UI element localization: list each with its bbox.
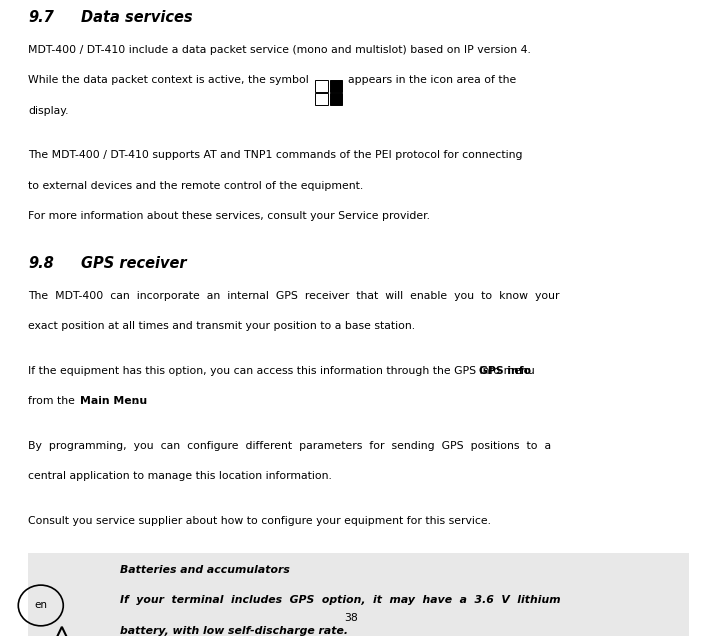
FancyBboxPatch shape <box>28 553 689 636</box>
Text: Batteries and accumulators: Batteries and accumulators <box>120 565 290 574</box>
Text: MDT-400 / DT-410 include a data packet service (mono and multislot) based on IP : MDT-400 / DT-410 include a data packet s… <box>28 45 531 55</box>
Text: GPS info: GPS info <box>479 366 531 376</box>
Text: 9.7: 9.7 <box>28 10 54 25</box>
Text: The  MDT-400  can  incorporate  an  internal  GPS  receiver  that  will  enable : The MDT-400 can incorporate an internal … <box>28 291 560 301</box>
Text: The MDT-400 / DT-410 supports AT and TNP1 commands of the PEI protocol for conne: The MDT-400 / DT-410 supports AT and TNP… <box>28 150 522 160</box>
Text: If  your  terminal  includes  GPS  option,  it  may  have  a  3.6  V  lithium: If your terminal includes GPS option, it… <box>120 595 560 605</box>
Text: 9.8: 9.8 <box>28 256 54 271</box>
Text: en: en <box>34 600 47 611</box>
Text: Data services: Data services <box>81 10 193 25</box>
Text: By  programming,  you  can  configure  different  parameters  for  sending  GPS : By programming, you can configure differ… <box>28 441 551 451</box>
Text: central application to manage this location information.: central application to manage this locat… <box>28 471 332 481</box>
Text: Consult you service supplier about how to configure your equipment for this serv: Consult you service supplier about how t… <box>28 516 491 526</box>
Text: to external devices and the remote control of the equipment.: to external devices and the remote contr… <box>28 181 363 191</box>
Text: exact position at all times and transmit your position to a base station.: exact position at all times and transmit… <box>28 321 415 331</box>
Text: While the data packet context is active, the symbol: While the data packet context is active,… <box>28 75 309 85</box>
Text: If the equipment has this option, you can access this information through the GP: If the equipment has this option, you ca… <box>28 366 535 376</box>
FancyBboxPatch shape <box>330 93 342 105</box>
Text: appears in the icon area of the: appears in the icon area of the <box>348 75 516 85</box>
Text: .: . <box>134 396 138 406</box>
FancyBboxPatch shape <box>330 80 342 92</box>
Text: Main Menu: Main Menu <box>80 396 147 406</box>
Text: display.: display. <box>28 106 69 116</box>
Text: 38: 38 <box>344 613 359 623</box>
Text: For more information about these services, consult your Service provider.: For more information about these service… <box>28 211 430 221</box>
Text: battery, with low self-discharge rate.: battery, with low self-discharge rate. <box>120 626 347 635</box>
FancyBboxPatch shape <box>315 80 328 92</box>
Text: GPS receiver: GPS receiver <box>81 256 186 271</box>
FancyBboxPatch shape <box>315 93 328 105</box>
Text: from the: from the <box>28 396 79 406</box>
